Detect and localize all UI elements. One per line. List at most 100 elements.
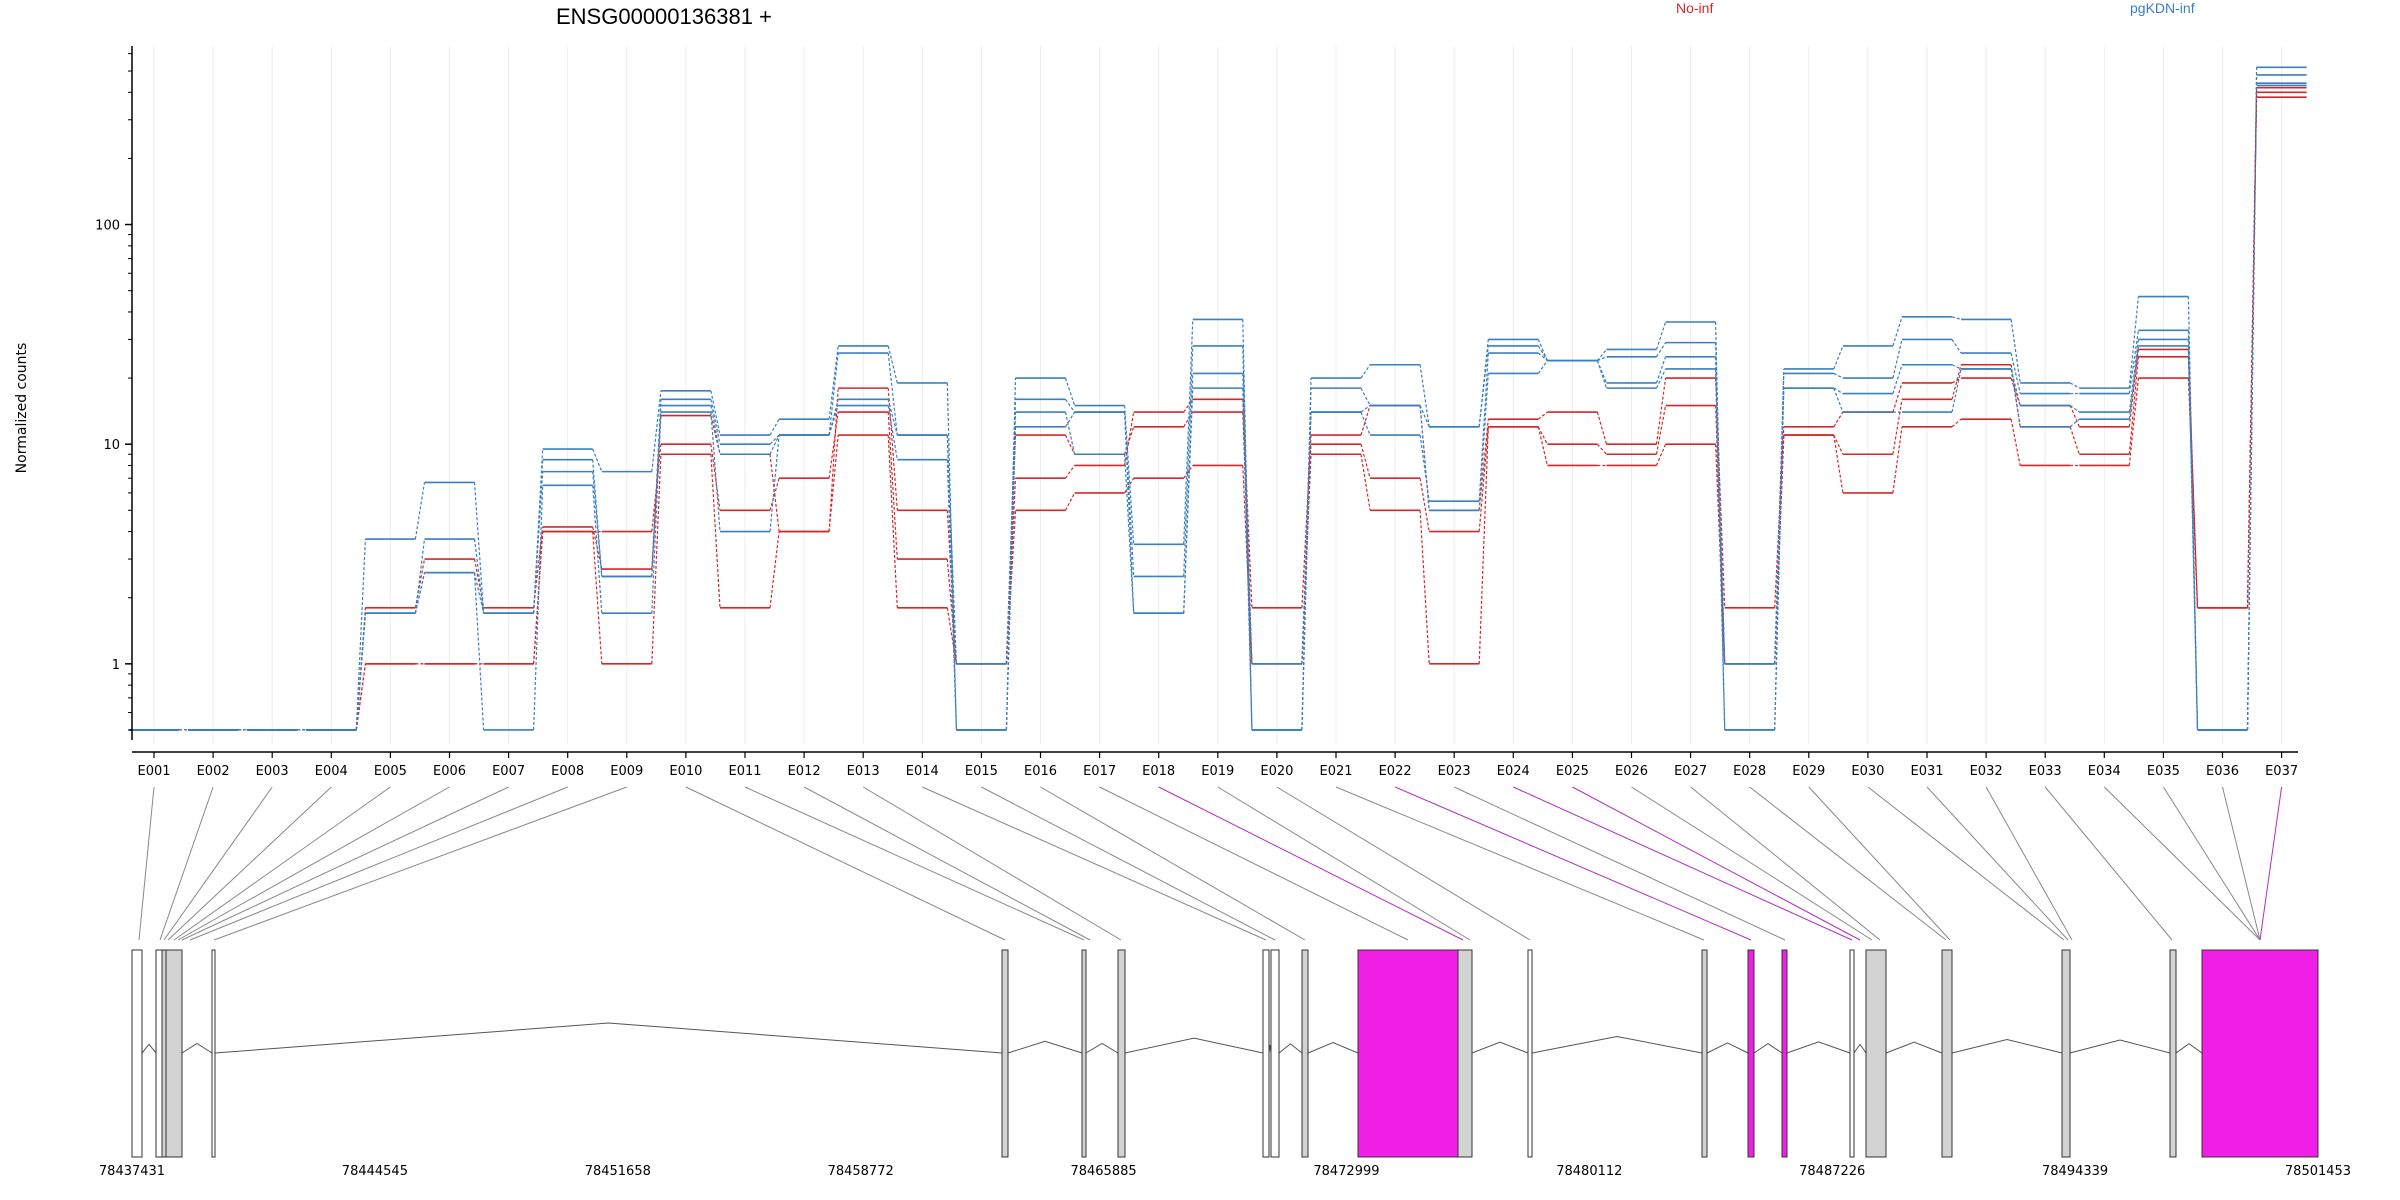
x-tick-label: E006: [433, 764, 466, 779]
connector-dash: [2069, 405, 2080, 413]
connector-dash: [1301, 412, 1312, 664]
x-tick-label: E027: [1674, 764, 1707, 779]
y-tick-label: 10: [103, 438, 120, 453]
axes: 1 10 100 E001 E002 E003 E004 E005 E006 E007 E008 E0…: [95, 46, 2298, 779]
connector-dash: [1715, 378, 1726, 608]
intron: [214, 1022, 1003, 1054]
connector-dash: [1360, 411, 1371, 436]
exon-connector-e004: [167, 786, 332, 941]
x-tick-label: E025: [1556, 764, 1589, 779]
exon-highlighted: [1781, 949, 1788, 1158]
x-tick-label: E011: [728, 764, 761, 779]
x-tick-label: E037: [2265, 764, 2298, 779]
x-tick-label: E009: [610, 764, 643, 779]
connector-dash: [887, 399, 898, 436]
connector-dash: [1596, 360, 1608, 384]
connector-dash: [887, 388, 898, 511]
connector-dash: [769, 434, 780, 455]
connector-dash: [1951, 364, 1962, 400]
connector-dash: [533, 485, 544, 730]
connector-dash: [1892, 339, 1903, 379]
connector-dash: [887, 352, 898, 436]
intron: [1885, 1041, 1943, 1054]
x-tick-label: E008: [551, 764, 584, 779]
connector-dash: [1833, 387, 1844, 413]
connector-dash: [2069, 426, 2080, 455]
connector-dash: [1655, 377, 1667, 445]
connector-dash: [2128, 330, 2139, 394]
connector-dash: [355, 613, 366, 730]
coordinate-label: 78437431: [99, 1164, 165, 1179]
exon: [155, 949, 163, 1158]
intron: [1471, 1041, 1529, 1054]
x-tick-label: E017: [1083, 764, 1116, 779]
connector-dash: [1124, 412, 1135, 614]
connector-dash: [2128, 349, 2139, 427]
connector-dash: [1774, 435, 1785, 664]
exon-highlighted: [1747, 949, 1755, 1158]
x-tick-label: E035: [2147, 764, 2180, 779]
coordinate-label: 78480112: [1556, 1164, 1622, 1179]
intron: [1278, 1043, 1303, 1054]
exon: [1457, 949, 1473, 1158]
x-tick-label: E024: [1497, 764, 1530, 779]
connector-dash: [1715, 444, 1726, 664]
series-pgkdn-inf: [129, 84, 2307, 731]
connector-dash: [1833, 411, 1844, 428]
connector-dash: [533, 471, 544, 614]
connector-dash: [1537, 360, 1548, 374]
connector-dash: [651, 390, 662, 472]
connector-dash: [946, 459, 957, 730]
connector-dash: [533, 526, 544, 608]
connector-dash: [1833, 435, 1844, 494]
connector-dash: [946, 382, 957, 730]
connector-dash: [1597, 356, 1607, 362]
exon-connector-e009: [213, 786, 627, 941]
x-tick-label: E015: [965, 764, 998, 779]
exon-connector-e024: [1513, 786, 1853, 941]
exon: [1865, 949, 1887, 1158]
connector-dash: [1183, 465, 1194, 479]
exon-connector-e019: [1217, 786, 1471, 941]
x-tick-label: E036: [2206, 764, 2239, 779]
intron: [2069, 1039, 2171, 1054]
connector-dash: [1537, 411, 1548, 420]
connector-dash: [1360, 405, 1371, 436]
connector-dash: [1537, 339, 1548, 361]
x-tick-label: E020: [1260, 764, 1293, 779]
x-tick-label: E019: [1201, 764, 1234, 779]
coordinate-label: 78487226: [1799, 1164, 1865, 1179]
legend-no-inf: No-inf: [1676, 0, 1713, 16]
connector-dash: [1951, 377, 1962, 384]
exon-connector-e008: [189, 786, 568, 941]
x-tick-label: E007: [492, 764, 525, 779]
connector-dash: [414, 538, 426, 614]
connector-dash: [1064, 411, 1076, 455]
connector-dash: [887, 435, 898, 608]
coordinate-label: 78465885: [1070, 1164, 1136, 1179]
connector-dash: [828, 345, 839, 420]
x-tick-label: E033: [2029, 764, 2062, 779]
connector-dash: [1183, 411, 1194, 428]
exon-connector-e037: [2259, 786, 2283, 941]
exon-connector-e015: [981, 786, 1276, 941]
intron: [1951, 1038, 2063, 1054]
x-tick-label: E022: [1379, 764, 1412, 779]
intron: [1706, 1042, 1749, 1054]
x-tick-label: E021: [1319, 764, 1352, 779]
exon-connector-e034: [2103, 786, 2261, 941]
x-tick-label: E031: [1910, 764, 1943, 779]
connector-dash: [1833, 372, 1844, 379]
connector-dash: [1419, 405, 1430, 428]
exon: [2169, 949, 2177, 1158]
legend-pgkdn-inf: pgKDN-inf: [2130, 0, 2195, 16]
exon-connector-e029: [1808, 786, 1951, 941]
exon: [1849, 949, 1855, 1158]
connector-dash: [651, 412, 662, 614]
exon-connector-e021: [1335, 786, 1705, 941]
connector-dash: [710, 390, 721, 436]
exon-connector-e013: [862, 786, 1122, 941]
exon-connector-e016: [1040, 786, 1306, 941]
connector-dash: [355, 663, 366, 731]
